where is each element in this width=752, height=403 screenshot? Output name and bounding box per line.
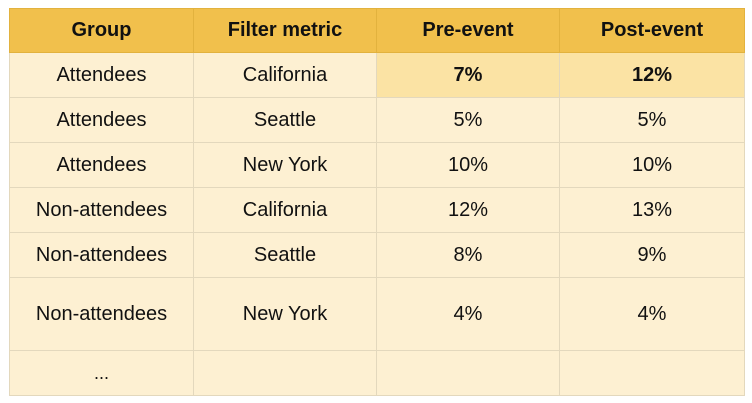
- cell-group: Non-attendees: [9, 187, 194, 233]
- results-table: Group Filter metric Pre-event Post-event…: [9, 8, 745, 396]
- table-row: Attendees New York 10% 10%: [9, 142, 745, 188]
- cell-pre-event: 8%: [376, 232, 560, 278]
- header-row: Group Filter metric Pre-event Post-event: [9, 8, 745, 53]
- table-row: Non-attendees California 12% 13%: [9, 187, 745, 233]
- table-body: Attendees California 7% 12% Attendees Se…: [9, 52, 745, 396]
- cell-pre-event: 10%: [376, 142, 560, 188]
- cell-pre-event: 4%: [376, 277, 560, 351]
- cell-post-event: 10%: [559, 142, 745, 188]
- cell-pre-event: [376, 350, 560, 396]
- cell-group: Non-attendees: [9, 232, 194, 278]
- cell-metric: Seattle: [193, 97, 377, 143]
- cell-pre-event: 12%: [376, 187, 560, 233]
- table-header: Group Filter metric Pre-event Post-event: [9, 8, 745, 53]
- cell-group: Attendees: [9, 52, 194, 98]
- cell-metric: New York: [193, 277, 377, 351]
- cell-metric: California: [193, 52, 377, 98]
- table-row: Attendees California 7% 12%: [9, 52, 745, 98]
- table-row: Non-attendees New York 4% 4%: [9, 277, 745, 351]
- cell-pre-event: 5%: [376, 97, 560, 143]
- header-post-event: Post-event: [559, 8, 745, 53]
- cell-group: Non-attendees: [9, 277, 194, 351]
- cell-post-event: 13%: [559, 187, 745, 233]
- header-group: Group: [9, 8, 194, 53]
- cell-post-event: 5%: [559, 97, 745, 143]
- cell-pre-event: 7%: [376, 52, 560, 98]
- header-pre-event: Pre-event: [376, 8, 560, 53]
- cell-post-event: 4%: [559, 277, 745, 351]
- cell-post-event: 12%: [559, 52, 745, 98]
- cell-group: Attendees: [9, 142, 194, 188]
- cell-post-event: 9%: [559, 232, 745, 278]
- table-row: ...: [9, 350, 745, 396]
- table-row: Attendees Seattle 5% 5%: [9, 97, 745, 143]
- cell-metric: [193, 350, 377, 396]
- cell-post-event: [559, 350, 745, 396]
- cell-metric: New York: [193, 142, 377, 188]
- header-filter-metric: Filter metric: [193, 8, 377, 53]
- table-row: Non-attendees Seattle 8% 9%: [9, 232, 745, 278]
- cell-group: Attendees: [9, 97, 194, 143]
- cell-metric: California: [193, 187, 377, 233]
- cell-metric: Seattle: [193, 232, 377, 278]
- cell-group-ellipsis: ...: [9, 350, 194, 396]
